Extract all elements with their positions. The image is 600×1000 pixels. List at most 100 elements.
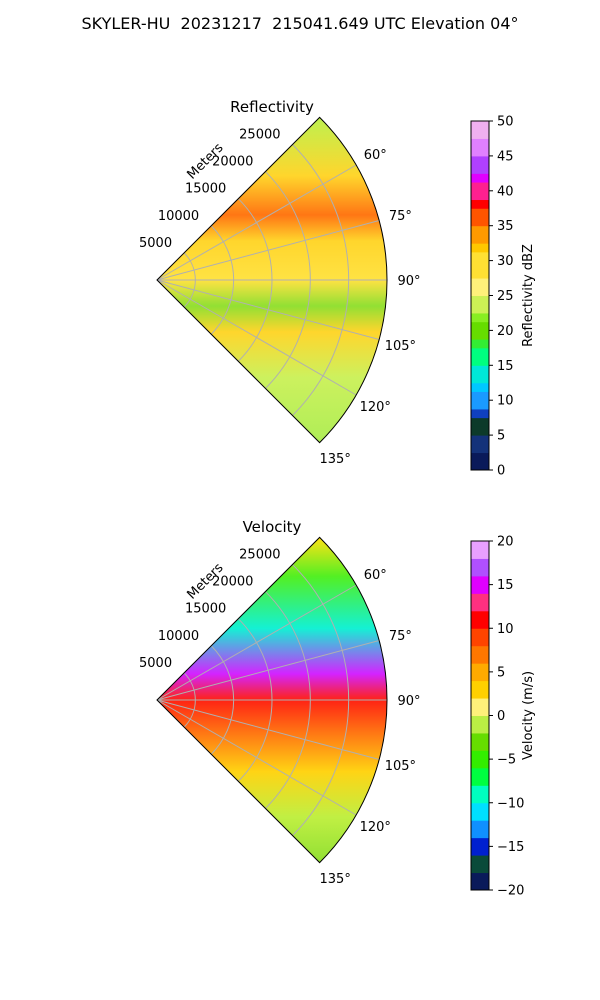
colorbar-segment (471, 461, 489, 471)
colorbar-segment (471, 855, 489, 865)
colorbar-segment (471, 408, 489, 419)
azimuth-tick-label: 135° (320, 452, 351, 467)
range-tick-label: 25000 (239, 547, 280, 562)
colorbar-segment (471, 339, 489, 349)
colorbar-segment (471, 251, 489, 262)
azimuth-tick-label: 60° (364, 148, 387, 163)
colorbar-segment (471, 820, 489, 830)
colorbar-segment (471, 155, 489, 166)
range-tick-label: 10000 (158, 209, 199, 224)
colorbar-segment (471, 663, 489, 673)
colorbar-tick-label: 35 (497, 219, 514, 234)
azimuth-tick-label: 105° (385, 339, 416, 354)
colorbar-segment (471, 610, 489, 621)
azimuth-gridline (156, 279, 357, 396)
colorbar-tick-label: 50 (497, 115, 514, 130)
colorbar-segment (471, 575, 489, 586)
colorbar-segment (471, 208, 489, 218)
colorbar-segment (471, 121, 489, 131)
colorbar-segment (471, 794, 489, 804)
colorbar-tick-label: 15 (497, 359, 514, 374)
colorbar-segment (471, 286, 489, 296)
colorbar-segment (471, 147, 489, 157)
colorbar-segment (471, 785, 489, 795)
azimuth-gridline (156, 279, 380, 341)
colorbar-segment (471, 417, 489, 427)
figure-title: SKYLER-HU 20231217 215041.649 UTC Elevat… (81, 14, 519, 33)
colorbar-segment (471, 828, 489, 839)
range-tick-label: 20000 (212, 575, 253, 590)
colorbar-segment (471, 759, 489, 769)
azimuth-tick-label: 120° (360, 400, 391, 415)
colorbar-tick-label: −5 (497, 753, 516, 768)
colorbar-segment (471, 365, 489, 375)
colorbar-segment (471, 767, 489, 778)
colorbar-segment (471, 593, 489, 603)
colorbar-segment (471, 837, 489, 847)
colorbar-segment (471, 182, 489, 192)
colorbar-tick-label: 20 (497, 535, 514, 550)
colorbar-segment (471, 558, 489, 568)
azimuth-tick-label: 135° (320, 872, 351, 887)
colorbar-segment (471, 741, 489, 751)
colorbar-segment (471, 567, 489, 577)
azimuth-gridline (156, 699, 380, 761)
colorbar-tick-label: 40 (497, 184, 514, 199)
colorbar-segment (471, 846, 489, 856)
azimuth-gridline (156, 219, 380, 281)
colorbar-segment (471, 225, 489, 235)
azimuth-tick-label: 75° (389, 209, 412, 224)
azimuth-tick-label: 60° (364, 568, 387, 583)
colorbar-segment (471, 452, 489, 462)
panel-title: Velocity (243, 518, 302, 536)
colorbar-segment (471, 304, 489, 314)
sector-frame (156, 116, 388, 444)
colorbar-segment (471, 732, 489, 743)
panel-title: Reflectivity (230, 98, 314, 116)
colorbar-segment (471, 190, 489, 201)
colorbar-tick-label: 30 (497, 254, 514, 269)
colorbar-segment (471, 330, 489, 340)
colorbar-segment (471, 312, 489, 323)
colorbar-tick-label: 45 (497, 149, 514, 164)
range-tick-label: 5000 (139, 656, 172, 671)
reflectivity-panel: Reflectivity500010000150002000025000Mete… (139, 98, 536, 479)
colorbar-segment (471, 750, 489, 760)
colorbar-segment (471, 584, 489, 594)
azimuth-tick-label: 120° (360, 820, 391, 835)
colorbar-segment (471, 802, 489, 812)
colorbar-tick-label: −10 (497, 796, 524, 811)
azimuth-tick-label: 90° (397, 274, 420, 289)
colorbar-segment (471, 698, 489, 708)
colorbar-segment (471, 776, 489, 786)
colorbar-segment (471, 173, 489, 183)
colorbar-label: Velocity (m/s) (521, 671, 536, 760)
colorbar-segment (471, 671, 489, 682)
colorbar-tick-label: 20 (497, 324, 514, 339)
colorbar-segment (471, 295, 489, 305)
colorbar-segment (471, 129, 489, 139)
colorbar-segment (471, 645, 489, 655)
range-tick-label: 10000 (158, 629, 199, 644)
colorbar-tick-label: 25 (497, 289, 514, 304)
colorbar-segment (471, 269, 489, 279)
azimuth-tick-label: 105° (385, 759, 416, 774)
colorbar-segment (471, 724, 489, 734)
azimuth-gridline (156, 164, 357, 281)
colorbar-tick-label: 0 (497, 464, 505, 479)
colorbar-segment (471, 881, 489, 891)
range-tick-label: 15000 (185, 182, 226, 197)
colorbar-segment (471, 234, 489, 244)
colorbar-segment (471, 216, 489, 227)
colorbar-segment (471, 278, 489, 288)
colorbar-label: Reflectivity dBZ (521, 244, 536, 347)
colorbar-tick-label: −15 (497, 840, 524, 855)
colorbar-segment (471, 654, 489, 664)
colorbar-segment (471, 715, 489, 725)
colorbar-segment (471, 628, 489, 638)
colorbar-segment (471, 382, 489, 392)
sector-frame (156, 536, 388, 864)
colorbar-segment (471, 863, 489, 874)
